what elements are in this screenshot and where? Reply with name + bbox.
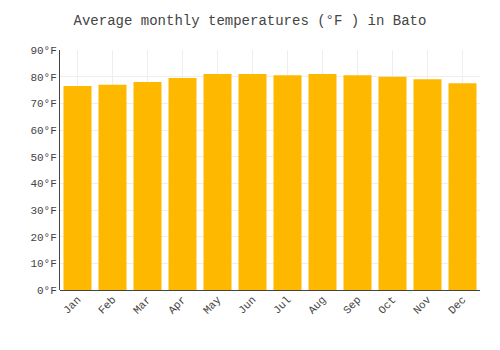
svg-text:70°F: 70°F [30, 98, 56, 110]
svg-text:Feb: Feb [96, 294, 118, 316]
svg-text:Jun: Jun [236, 294, 258, 316]
svg-text:80°F: 80°F [30, 72, 56, 84]
svg-text:Jul: Jul [271, 294, 293, 316]
svg-text:20°F: 20°F [30, 232, 56, 244]
svg-text:60°F: 60°F [30, 125, 56, 137]
svg-text:Nov: Nov [411, 294, 434, 317]
svg-text:40°F: 40°F [30, 178, 56, 190]
svg-text:Jan: Jan [61, 294, 83, 316]
svg-text:30°F: 30°F [30, 205, 56, 217]
svg-text:Sep: Sep [341, 294, 363, 316]
svg-text:May: May [201, 294, 224, 317]
svg-text:Aug: Aug [306, 294, 328, 316]
svg-text:Average monthly temperatures (: Average monthly temperatures (°F ) in Ba… [74, 13, 427, 29]
svg-text:10°F: 10°F [30, 258, 56, 270]
svg-text:Dec: Dec [446, 294, 468, 316]
svg-text:Mar: Mar [131, 294, 153, 316]
svg-text:50°F: 50°F [30, 152, 56, 164]
svg-text:90°F: 90°F [30, 45, 56, 57]
svg-text:0°F: 0°F [37, 285, 57, 297]
svg-text:Oct: Oct [376, 294, 398, 316]
svg-text:Apr: Apr [166, 294, 188, 316]
